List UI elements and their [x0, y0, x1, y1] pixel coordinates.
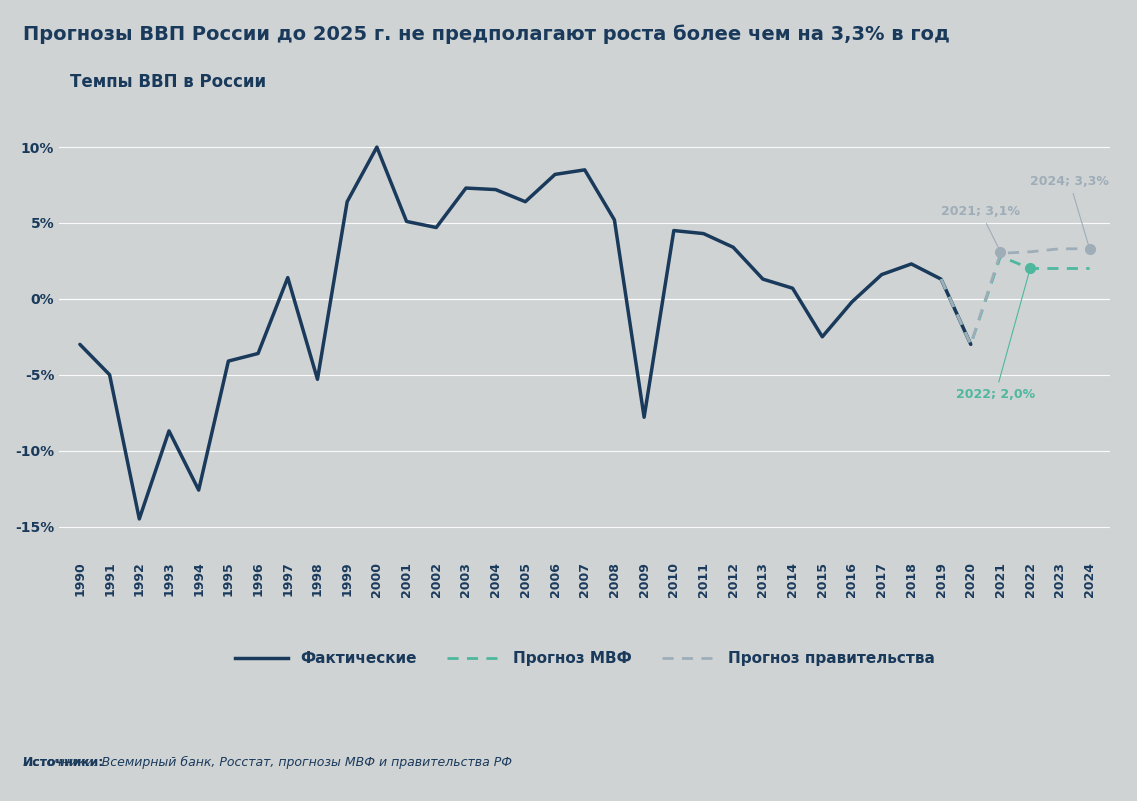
Text: Темпы ВВП в России: Темпы ВВП в России — [69, 73, 266, 91]
Text: 2021; 3,1%: 2021; 3,1% — [941, 205, 1020, 249]
Text: Прогнозы ВВП России до 2025 г. не предполагают роста более чем на 3,3% в год: Прогнозы ВВП России до 2025 г. не предпо… — [23, 24, 949, 43]
Text: Источники:: Источники: — [23, 756, 103, 769]
Text: 2024; 3,3%: 2024; 3,3% — [1030, 175, 1109, 246]
Legend: Фактические, Прогноз МВФ, Прогноз правительства: Фактические, Прогноз МВФ, Прогноз правит… — [229, 646, 941, 673]
Text: 2022; 2,0%: 2022; 2,0% — [956, 272, 1035, 400]
Text: Источники: Всемирный банк, Росстат, прогнозы МВФ и правительства РФ: Источники: Всемирный банк, Росстат, прог… — [23, 756, 512, 769]
